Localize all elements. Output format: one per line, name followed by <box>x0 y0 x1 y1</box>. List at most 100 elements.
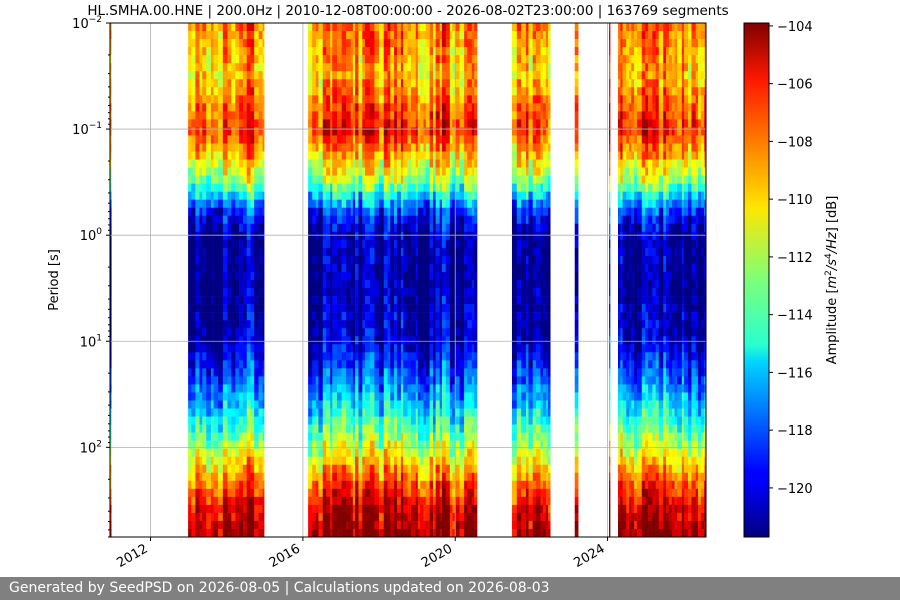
heatmap-cell <box>535 39 541 48</box>
heatmap-cell <box>191 271 196 281</box>
heatmap-cell <box>336 472 342 482</box>
heatmap-cell <box>346 63 351 72</box>
heatmap-cell <box>341 304 347 313</box>
heatmap-cell <box>454 368 460 377</box>
heatmap-cell <box>206 183 212 192</box>
heatmap-cell <box>358 456 363 466</box>
heatmap-cell <box>417 247 421 257</box>
heatmap-cell <box>441 95 447 104</box>
heatmap-cell <box>330 247 333 257</box>
heatmap-cell <box>435 504 441 514</box>
heatmap-cell <box>435 31 441 40</box>
heatmap-cell <box>433 352 436 361</box>
heatmap-cell <box>358 143 363 152</box>
heatmap-cell <box>202 496 207 506</box>
heatmap-cell <box>358 512 363 522</box>
heatmap-cell <box>369 135 375 144</box>
heatmap-cell <box>516 151 522 160</box>
heatmap-cell <box>459 504 465 514</box>
heatmap-cell <box>441 408 447 417</box>
heatmap-cell <box>452 304 456 313</box>
heatmap-cell <box>423 175 427 184</box>
heatmap-cell <box>521 504 527 514</box>
heatmap-cell <box>191 504 196 514</box>
heatmap-cell <box>242 360 248 369</box>
heatmap-cell <box>213 304 219 313</box>
heatmap-cell <box>195 87 200 96</box>
heatmap-cell <box>511 47 518 56</box>
heatmap-cell <box>433 263 436 273</box>
heatmap-cell <box>352 352 356 361</box>
heatmap-cell <box>258 496 263 506</box>
heatmap-cell <box>262 79 265 88</box>
heatmap-cell <box>341 320 347 329</box>
heatmap-cell <box>454 55 460 64</box>
heatmap-cell <box>417 512 421 522</box>
heatmap-cell <box>231 263 236 273</box>
heatmap-cell <box>535 191 541 200</box>
heatmap-cell <box>358 175 363 184</box>
heatmap-cell <box>542 456 547 466</box>
heatmap-cell <box>441 440 447 449</box>
heatmap-cell <box>471 151 475 160</box>
heatmap-cell <box>540 520 544 530</box>
heatmap-cell <box>400 71 404 80</box>
heatmap-cell <box>471 255 475 265</box>
heatmap-cell <box>326 456 331 466</box>
heatmap-cell <box>417 263 421 273</box>
heatmap-cell <box>358 280 363 289</box>
heatmap-cell <box>415 271 419 281</box>
heatmap-cell <box>322 360 327 369</box>
heatmap-cell <box>532 512 537 522</box>
heatmap-cell <box>326 488 331 498</box>
heatmap-cell <box>433 440 436 449</box>
heatmap-cell <box>322 87 327 96</box>
heatmap-cell <box>528 464 533 474</box>
heatmap-cell <box>206 167 212 176</box>
heatmap-cell <box>526 199 529 209</box>
heatmap-cell <box>213 504 219 514</box>
heatmap-cell <box>318 111 324 120</box>
heatmap-cell <box>352 263 356 273</box>
heatmap-cell <box>407 408 412 417</box>
heatmap-cell <box>452 440 456 449</box>
heatmap-cell <box>326 400 331 409</box>
heatmap-cell <box>471 143 475 152</box>
heatmap-cell <box>222 207 228 217</box>
heatmap-cell <box>218 472 224 482</box>
heatmap-cell <box>350 95 354 104</box>
heatmap-cell <box>535 304 541 313</box>
heatmap-cell <box>195 143 200 152</box>
heatmap-cell <box>330 79 333 88</box>
heatmap-cell <box>246 288 251 297</box>
heatmap-cell <box>239 464 244 474</box>
heatmap-cell <box>110 312 112 321</box>
heatmap-cell <box>471 191 475 200</box>
heatmap-cell <box>250 528 255 538</box>
heatmap-cell <box>346 255 351 265</box>
heatmap-cell <box>379 344 385 353</box>
heatmap-cell <box>445 416 451 425</box>
heatmap-cell <box>394 207 398 217</box>
heatmap-cell <box>471 320 475 329</box>
heatmap-cell <box>452 280 456 289</box>
heatmap-cell <box>403 207 408 217</box>
heatmap-cell <box>250 504 255 514</box>
heatmap-cell <box>542 448 547 457</box>
heatmap-cell <box>526 47 529 56</box>
heatmap-cell <box>439 304 443 313</box>
heatmap-cell <box>369 95 375 104</box>
heatmap-cell <box>464 271 468 281</box>
heatmap-cell <box>535 55 541 64</box>
heatmap-cell <box>199 440 203 449</box>
heatmap-cell <box>521 488 527 498</box>
heatmap-cell <box>227 87 232 96</box>
heatmap-cell <box>246 376 251 385</box>
heatmap-cell <box>362 352 366 361</box>
heatmap-cell <box>191 448 196 457</box>
heatmap-cell <box>407 247 412 257</box>
heatmap-cell <box>521 151 527 160</box>
heatmap-cell <box>396 183 402 192</box>
heatmap-cell <box>394 296 398 305</box>
heatmap-cell <box>449 312 453 321</box>
